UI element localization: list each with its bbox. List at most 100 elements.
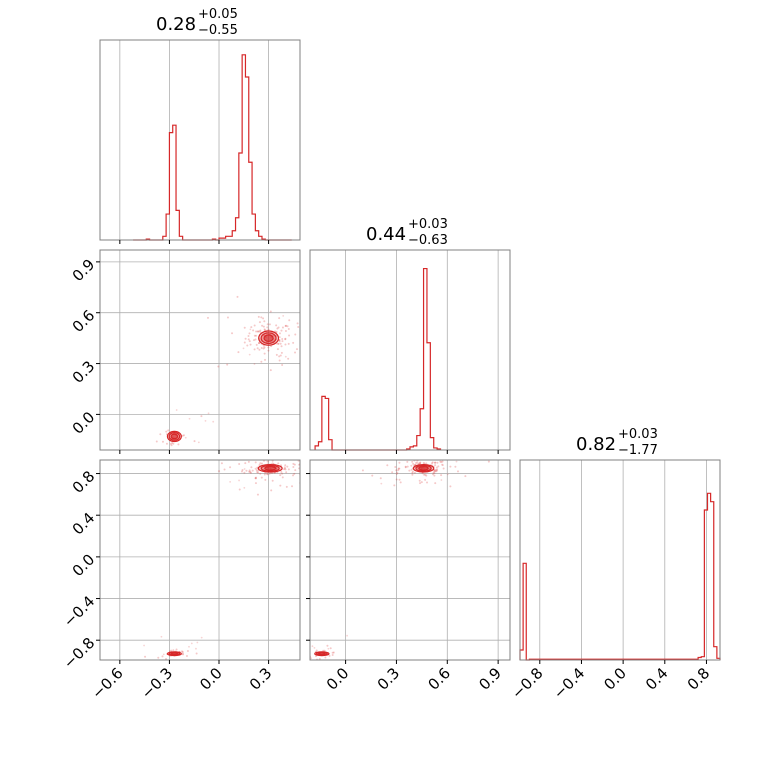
scatter-point-2-1-0-98 (428, 454, 430, 456)
scatter-outlier-2-1-1-0 (324, 673, 326, 675)
scatter-point-1-0-1-10 (172, 442, 175, 445)
scatter-point-2-0-0-139 (341, 493, 343, 495)
scatter-point-2-0-0-116 (223, 468, 226, 471)
scatter-point-2-1-0-125 (424, 478, 427, 481)
scatter-point-1-0-0-31 (248, 340, 251, 343)
panel-2-2 (519, 459, 721, 664)
scatter-point-2-0-0-25 (268, 457, 270, 459)
scatter-point-2-1-0-35 (435, 470, 438, 473)
scatter-point-2-1-0-85 (413, 471, 416, 474)
scatter-point-1-0-0-86 (278, 336, 281, 339)
scatter-point-1-0-0-32 (257, 330, 260, 333)
scatter-point-2-0-0-74 (292, 465, 295, 468)
scatter-point-1-0-0-71 (280, 345, 283, 348)
x-tick-label-0-1: −0.3 (138, 664, 176, 702)
scatter-point-2-1-0-66 (425, 462, 428, 465)
scatter-point-2-0-0-67 (281, 472, 284, 475)
scatter-point-2-1-0-84 (418, 462, 421, 465)
x-tick-label-1-1: 0.3 (374, 664, 404, 694)
scatter-point-2-0-0-118 (241, 454, 243, 456)
scatter-point-1-0-0-125 (294, 351, 297, 354)
scatter-point-2-1-0-129 (419, 482, 422, 485)
scatter-point-1-0-0-53 (243, 326, 246, 329)
scatter-outlier-1-0-0-6 (248, 353, 251, 356)
x-tick-label-0-0: −0.6 (88, 664, 126, 702)
panel-frame-0-0 (99, 39, 301, 241)
panel-2-0 (96, 454, 343, 664)
scatter-point-2-0-0-107 (256, 470, 259, 473)
scatter-outlier-1-0-0-1 (301, 347, 303, 349)
scatter-outlier-1-0-1-0 (210, 455, 212, 457)
scatter-point-2-1-0-80 (413, 463, 416, 466)
scatter-point-1-0-0-106 (217, 365, 220, 368)
scatter-point-2-0-0-86 (282, 457, 284, 459)
scatter-point-2-0-1-13 (182, 653, 185, 656)
panel-1-1 (309, 249, 511, 454)
scatter-point-1-0-0-83 (262, 347, 265, 350)
scatter-point-2-1-0-95 (411, 470, 414, 473)
scatter-point-2-1-0-75 (436, 468, 439, 471)
scatter-point-1-0-0-18 (264, 358, 267, 361)
scatter-outlier-2-0-0-7 (238, 479, 240, 482)
scatter-point-2-1-0-20 (422, 461, 425, 464)
y-tick-label-2-3: 0.4 (69, 509, 99, 539)
scatter-point-2-0-1-8 (170, 649, 173, 652)
scatter-point-1-0-0-27 (278, 332, 281, 335)
scatter-point-2-0-0-66 (285, 471, 288, 474)
scatter-point-1-0-0-128 (278, 359, 281, 362)
scatter-point-2-0-1-14 (180, 650, 183, 653)
scatter-point-2-1-0-135 (426, 453, 428, 455)
panel-frame-2-2 (519, 459, 721, 661)
scatter-point-1-0-0-98 (236, 295, 239, 298)
scatter-point-2-0-0-119 (264, 478, 267, 481)
scatter-point-1-0-0-56 (277, 342, 280, 345)
scatter-point-2-1-0-37 (411, 460, 414, 463)
scatter-point-2-1-1-15 (331, 653, 334, 656)
scatter-point-1-0-0-121 (294, 333, 297, 336)
scatter-outlier-2-0-1-0 (200, 636, 203, 639)
x-tick-label-2-3: 0.4 (642, 664, 672, 694)
scatter-point-2-1-0-132 (361, 469, 364, 472)
scatter-point-1-0-0-77 (266, 326, 269, 329)
scatter-point-2-1-1-4 (331, 651, 334, 654)
scatter-point-1-0-0-109 (252, 329, 255, 332)
scatter-point-1-0-0-34 (258, 342, 261, 345)
scatter-point-2-1-0-104 (398, 461, 401, 464)
scatter-point-1-0-0-24 (248, 332, 251, 335)
scatter-point-2-0-0-109 (243, 471, 246, 474)
scatter-point-2-1-0-17 (417, 453, 419, 455)
scatter-point-2-1-1-14 (332, 651, 335, 654)
scatter-point-1-0-1-19 (181, 434, 184, 437)
y-tick-label-1-2: 0.6 (69, 306, 99, 336)
scatter-point-2-1-0-56 (404, 466, 407, 469)
scatter-point-2-1-0-36 (434, 468, 437, 471)
scatter-point-1-0-0-0 (264, 329, 267, 332)
scatter-point-1-0-0-48 (275, 353, 278, 356)
scatter-point-2-1-0-92 (410, 464, 413, 467)
scatter-outlier-2-0-1-9 (196, 641, 199, 644)
scatter-outlier-1-0-0-3 (249, 328, 252, 331)
scatter-point-2-0-0-102 (254, 477, 257, 480)
scatter-point-2-0-0-61 (259, 472, 262, 475)
scatter-point-2-0-1-19 (144, 655, 147, 658)
scatter-point-1-0-0-129 (278, 340, 281, 343)
scatter-point-1-0-0-113 (318, 341, 320, 343)
scatter-point-2-0-0-26 (286, 465, 289, 468)
scatter-point-2-0-0-85 (293, 463, 296, 466)
scatter-point-2-1-0-6 (421, 472, 424, 475)
scatter-point-1-0-0-59 (267, 349, 270, 352)
scatter-point-1-0-0-38 (253, 324, 256, 327)
scatter-point-2-0-0-0 (220, 462, 223, 465)
scatter-point-2-1-0-110 (432, 473, 435, 476)
scatter-point-2-0-0-68 (260, 476, 263, 479)
scatter-point-2-0-0-101 (245, 469, 248, 472)
scatter-point-2-1-0-94 (395, 478, 398, 481)
scatter-point-2-1-0-137 (398, 478, 401, 481)
scatter-point-1-0-0-28 (253, 348, 256, 351)
scatter-point-2-1-0-106 (419, 461, 422, 464)
scatter-point-1-0-1-1 (182, 434, 185, 437)
scatter-point-1-0-0-5 (243, 341, 246, 344)
scatter-point-1-0-0-60 (275, 330, 278, 333)
scatter-point-1-0-1-13 (161, 440, 164, 443)
scatter-point-1-0-0-76 (254, 338, 257, 341)
